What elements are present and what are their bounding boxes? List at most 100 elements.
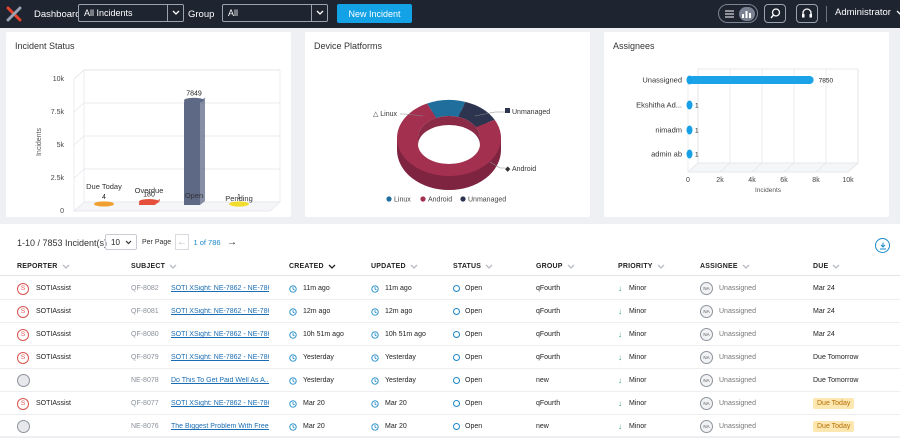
priority-text: Minor bbox=[629, 400, 647, 407]
priority-cell: ↓Minor bbox=[618, 369, 698, 392]
subject-link[interactable]: The Biggest Problem With Free... bbox=[171, 423, 269, 430]
status-cell: Open bbox=[453, 277, 533, 300]
y-tick-label: 5k bbox=[57, 142, 65, 149]
group-cell: qFourth bbox=[536, 392, 616, 415]
column-header-reporter[interactable]: REPORTER bbox=[17, 263, 70, 270]
x-tick-label: 8k bbox=[812, 177, 820, 184]
column-header-group[interactable]: GROUP bbox=[536, 263, 575, 270]
updated-cell: Yesterday bbox=[371, 369, 451, 392]
incident-id: QF-8080 bbox=[131, 331, 171, 338]
arrow-down-icon: ↓ bbox=[618, 422, 622, 431]
column-header-label: UPDATED bbox=[371, 263, 406, 270]
legend-label[interactable]: Android bbox=[428, 197, 452, 204]
group-text: qFourth bbox=[536, 400, 560, 407]
subject-link[interactable]: SOTI XSight: NE-7862 - NE-786... bbox=[171, 354, 269, 361]
clock-icon bbox=[289, 331, 297, 339]
column-header-priority[interactable]: PRIORITY bbox=[618, 263, 665, 270]
created-cell: Mar 20 bbox=[289, 415, 369, 438]
column-header-label: PRIORITY bbox=[618, 263, 653, 270]
subject-link[interactable]: SOTI XSight: NE-7862 - NE-786... bbox=[171, 400, 269, 407]
new-incident-button[interactable]: New Incident bbox=[337, 4, 412, 23]
incidents-filter-select[interactable]: All Incidents bbox=[78, 4, 184, 22]
status-bar[interactable] bbox=[184, 97, 205, 205]
due-cell: Due Today bbox=[813, 392, 893, 415]
previous-page-button[interactable]: ← bbox=[175, 234, 189, 250]
legend-label[interactable]: Linux bbox=[394, 197, 411, 204]
chart-view-icon[interactable] bbox=[739, 7, 755, 21]
assignee-bar[interactable] bbox=[687, 150, 693, 159]
user-menu[interactable]: Administrator bbox=[835, 7, 900, 18]
group-cell: new bbox=[536, 415, 616, 438]
column-header-label: STATUS bbox=[453, 263, 481, 270]
column-header-subject[interactable]: SUBJECT bbox=[131, 263, 177, 270]
column-header-created[interactable]: CREATED bbox=[289, 263, 336, 270]
incident-id: QF-8077 bbox=[131, 400, 171, 407]
status-text: Open bbox=[465, 377, 482, 384]
priority-text: Minor bbox=[629, 308, 647, 315]
column-header-label: CREATED bbox=[289, 263, 324, 270]
legend-swatch bbox=[386, 196, 391, 201]
status-cell: Open bbox=[453, 415, 533, 438]
clock-icon bbox=[371, 400, 379, 408]
app-logo-icon[interactable] bbox=[0, 0, 28, 28]
next-page-button[interactable]: → bbox=[225, 234, 239, 250]
list-view-icon[interactable] bbox=[722, 7, 738, 21]
updated-cell: Mar 20 bbox=[371, 392, 451, 415]
group-filter-select[interactable]: All bbox=[222, 4, 328, 22]
x-tick-label: 10k bbox=[842, 177, 854, 184]
column-header-status[interactable]: STATUS bbox=[453, 263, 493, 270]
created-cell: 12m ago bbox=[289, 300, 369, 323]
legend-label[interactable]: Unmanaged bbox=[468, 197, 506, 204]
subject-link[interactable]: SOTI XSight: NE-7862 - NE-786... bbox=[171, 308, 269, 315]
assignee-name-label: nimadm bbox=[655, 126, 682, 135]
download-button[interactable] bbox=[875, 238, 890, 253]
column-header-updated[interactable]: UPDATED bbox=[371, 263, 418, 270]
assignee-bar[interactable] bbox=[687, 126, 693, 135]
subject-link[interactable]: SOTI XSight: NE-7862 - NE-786... bbox=[171, 331, 269, 338]
reporter-name: SOTIAssist bbox=[36, 331, 71, 338]
y-tick-label: 7.5k bbox=[51, 109, 65, 116]
status-cell: Open bbox=[453, 392, 533, 415]
table-header: REPORTER SUBJECT CREATED UPDATED STATUS GROUP… bbox=[0, 258, 900, 276]
page-indicator[interactable]: 1 of 786 bbox=[189, 238, 225, 247]
status-open-icon bbox=[453, 308, 460, 315]
assignee-avatar: NA bbox=[700, 397, 713, 410]
search-button[interactable] bbox=[764, 4, 786, 23]
reporter-avatar bbox=[17, 374, 30, 387]
created-cell: 11m ago bbox=[289, 277, 369, 300]
sort-icon bbox=[410, 263, 418, 270]
bar-value-label: 4 bbox=[102, 194, 106, 201]
x-category-label: Due Today bbox=[86, 182, 122, 191]
assignee-avatar: NA bbox=[700, 420, 713, 433]
reporter-avatar: S bbox=[17, 306, 29, 318]
column-header-assignee[interactable]: ASSIGNEE bbox=[700, 263, 750, 270]
subject-link[interactable]: SOTI XSight: NE-7862 - NE-786... bbox=[171, 285, 269, 292]
incidents-filter-value: All Incidents bbox=[79, 8, 167, 18]
due-badge: Due Today bbox=[813, 398, 854, 409]
assignee-bar[interactable] bbox=[687, 76, 814, 85]
bar-value-label: 7849 bbox=[186, 90, 202, 97]
assignee-avatar: NA bbox=[700, 305, 713, 318]
updated-cell: Yesterday bbox=[371, 346, 451, 369]
assignee-bar[interactable] bbox=[687, 101, 693, 110]
support-button[interactable] bbox=[796, 4, 818, 23]
subject-link[interactable]: Do This To Get Paid Well As A... bbox=[171, 377, 269, 384]
y-tick-label: 2.5k bbox=[51, 175, 65, 182]
per-page-select[interactable]: 10 bbox=[105, 234, 137, 250]
column-header-due[interactable]: DUE bbox=[813, 263, 840, 270]
group-text: qFourth bbox=[536, 285, 560, 292]
